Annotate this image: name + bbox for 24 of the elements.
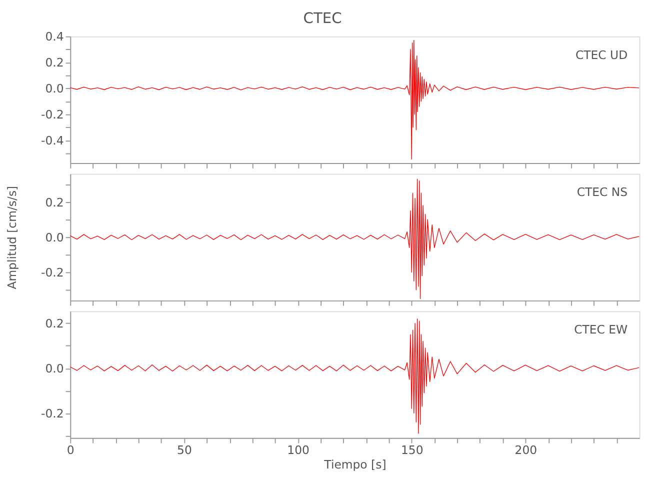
x-tick-label: 50 — [177, 442, 192, 457]
annotation: CTEC NS — [576, 185, 628, 200]
y-tick-label: 0.2 — [45, 195, 64, 210]
annotation: CTEC UD — [575, 48, 628, 62]
line-series — [70, 318, 640, 434]
annotation: CTEC EW — [574, 322, 628, 337]
line-series — [70, 40, 640, 160]
y-tick-label: -0.4 — [41, 134, 64, 148]
y-tick-label: 0.2 — [45, 316, 64, 331]
y-tick-label: 0.4 — [45, 30, 64, 44]
chart-title: CTEC — [303, 10, 342, 28]
x-tick-label: 0 — [66, 442, 74, 457]
y-tick-label: 0.0 — [45, 82, 64, 96]
x-tick-label: 150 — [400, 442, 424, 457]
y-tick-label: 0.0 — [45, 230, 64, 244]
y-tick-label: -0.2 — [41, 406, 64, 421]
y-tick-label: 0.0 — [45, 362, 64, 376]
y-tick-label: 0.2 — [45, 56, 64, 70]
y-tick-label: -0.2 — [41, 266, 64, 280]
y-axis-title: Amplitud [cm/s/s] — [5, 186, 20, 290]
x-tick-label: 200 — [514, 442, 538, 457]
x-tick-label: 100 — [287, 442, 310, 457]
x-axis-title: Tiempo [s] — [323, 458, 386, 472]
y-tick-label: -0.2 — [41, 108, 64, 122]
